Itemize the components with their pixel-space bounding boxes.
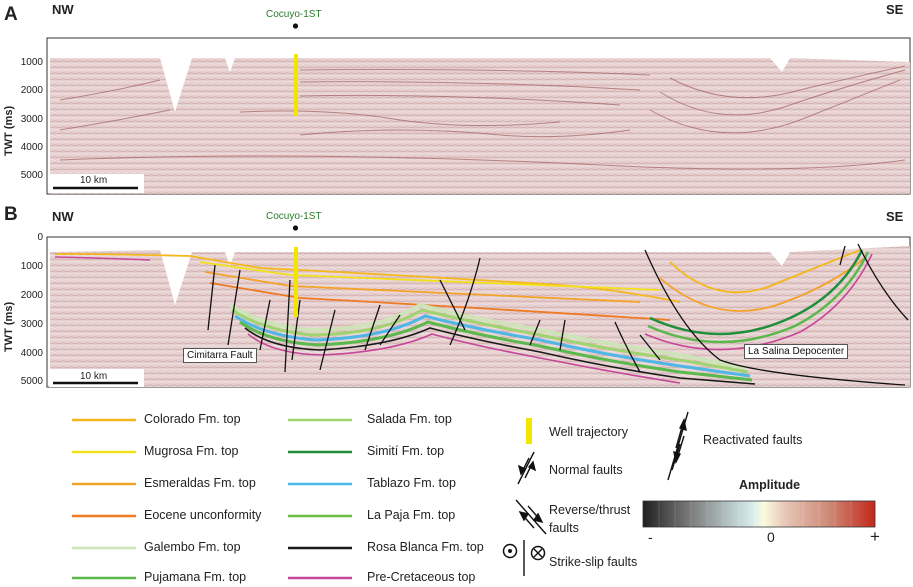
legend-simiti: Simití Fm. top <box>367 444 445 458</box>
panel-b-scale-label: 10 km <box>80 371 108 382</box>
la-salina-depocenter-callout: La Salina Depocenter <box>744 344 849 359</box>
legend-reverse-fault-icon <box>515 499 547 535</box>
legend-tablazo: Tablazo Fm. top <box>367 476 456 490</box>
panel-a-nw-label: NW <box>52 2 74 17</box>
legend-normal-fault-icon <box>517 451 537 485</box>
cimitarra-fault-callout: Cimitarra Fault <box>183 348 257 363</box>
panel-b-nw-label: NW <box>52 209 74 224</box>
amplitude-colorbar <box>642 500 876 528</box>
legend-mugrosa: Mugrosa Fm. top <box>144 444 239 458</box>
panel-b-y-tick: 5000 <box>20 376 43 387</box>
panel-b-y-tick: 1000 <box>20 261 43 272</box>
panel-a-y-tick: 4000 <box>20 142 43 153</box>
legend-esmeraldas: Esmeraldas Fm. top <box>144 476 256 490</box>
amplitude-title: Amplitude <box>739 478 801 492</box>
legend-horizon-swatches <box>72 418 352 580</box>
legend-reverse-faults-label-2: faults <box>549 521 579 535</box>
panel-a-well-trajectory <box>294 54 298 116</box>
panel-b-well-marker <box>292 225 299 231</box>
legend-reactivated-faults-label: Reactivated faults <box>703 433 803 447</box>
legend-pujamana: Pujamana Fm. top <box>144 570 247 584</box>
panel-a-y-tick: 3000 <box>20 114 43 125</box>
legend-reverse-faults-label: Reverse/thrust <box>549 503 631 517</box>
legend-salada: Salada Fm. top <box>367 412 452 426</box>
panel-a-letter: A <box>4 4 18 25</box>
amplitude-max-label: + <box>870 527 880 546</box>
panel-a-y-tick: 5000 <box>20 170 43 181</box>
panel-a-seismic <box>46 23 911 195</box>
amplitude-min-label: - <box>648 529 653 545</box>
panel-a-y-tick: 2000 <box>20 85 43 96</box>
panel-a-well-name: Cocuyo-1ST <box>266 9 322 20</box>
amplitude-zero-label: 0 <box>767 529 775 545</box>
legend-strike-slip-icon <box>502 540 546 576</box>
panel-b-y-tick: 2000 <box>20 290 43 301</box>
legend-galembo: Galembo Fm. top <box>144 540 241 554</box>
panel-b-y-tick: 0 <box>37 232 43 243</box>
panel-b-well-trajectory <box>294 247 298 317</box>
panel-b-well-name: Cocuyo-1ST <box>266 211 322 222</box>
panel-a-well-marker <box>292 23 299 29</box>
legend-normal-faults-label: Normal faults <box>549 463 623 477</box>
panel-a-y-tick: 1000 <box>20 57 43 68</box>
panel-a-se-label: SE <box>886 2 904 17</box>
legend-eocene-unconformity: Eocene unconformity <box>144 508 262 522</box>
legend-rosa-blanca: Rosa Blanca Fm. top <box>367 540 484 554</box>
panel-b-y-tick: 4000 <box>20 348 43 359</box>
panel-b-letter: B <box>4 204 18 225</box>
legend-colorado: Colorado Fm. top <box>144 412 241 426</box>
legend-pre-cretaceous: Pre-Cretaceous top <box>367 570 476 584</box>
panel-b-se-label: SE <box>886 209 904 224</box>
legend-strike-slip-label: Strike-slip faults <box>549 555 638 569</box>
legend-reactivated-fault-icon <box>667 411 689 481</box>
legend-well-trajectory-label: Well trajectory <box>549 425 628 439</box>
legend-la-paja: La Paja Fm. top <box>367 508 456 522</box>
panel-a-scale-label: 10 km <box>80 175 108 186</box>
legend-well-symbol <box>526 418 532 444</box>
panel-b-seismic <box>46 225 911 388</box>
panel-b-y-tick: 3000 <box>20 319 43 330</box>
